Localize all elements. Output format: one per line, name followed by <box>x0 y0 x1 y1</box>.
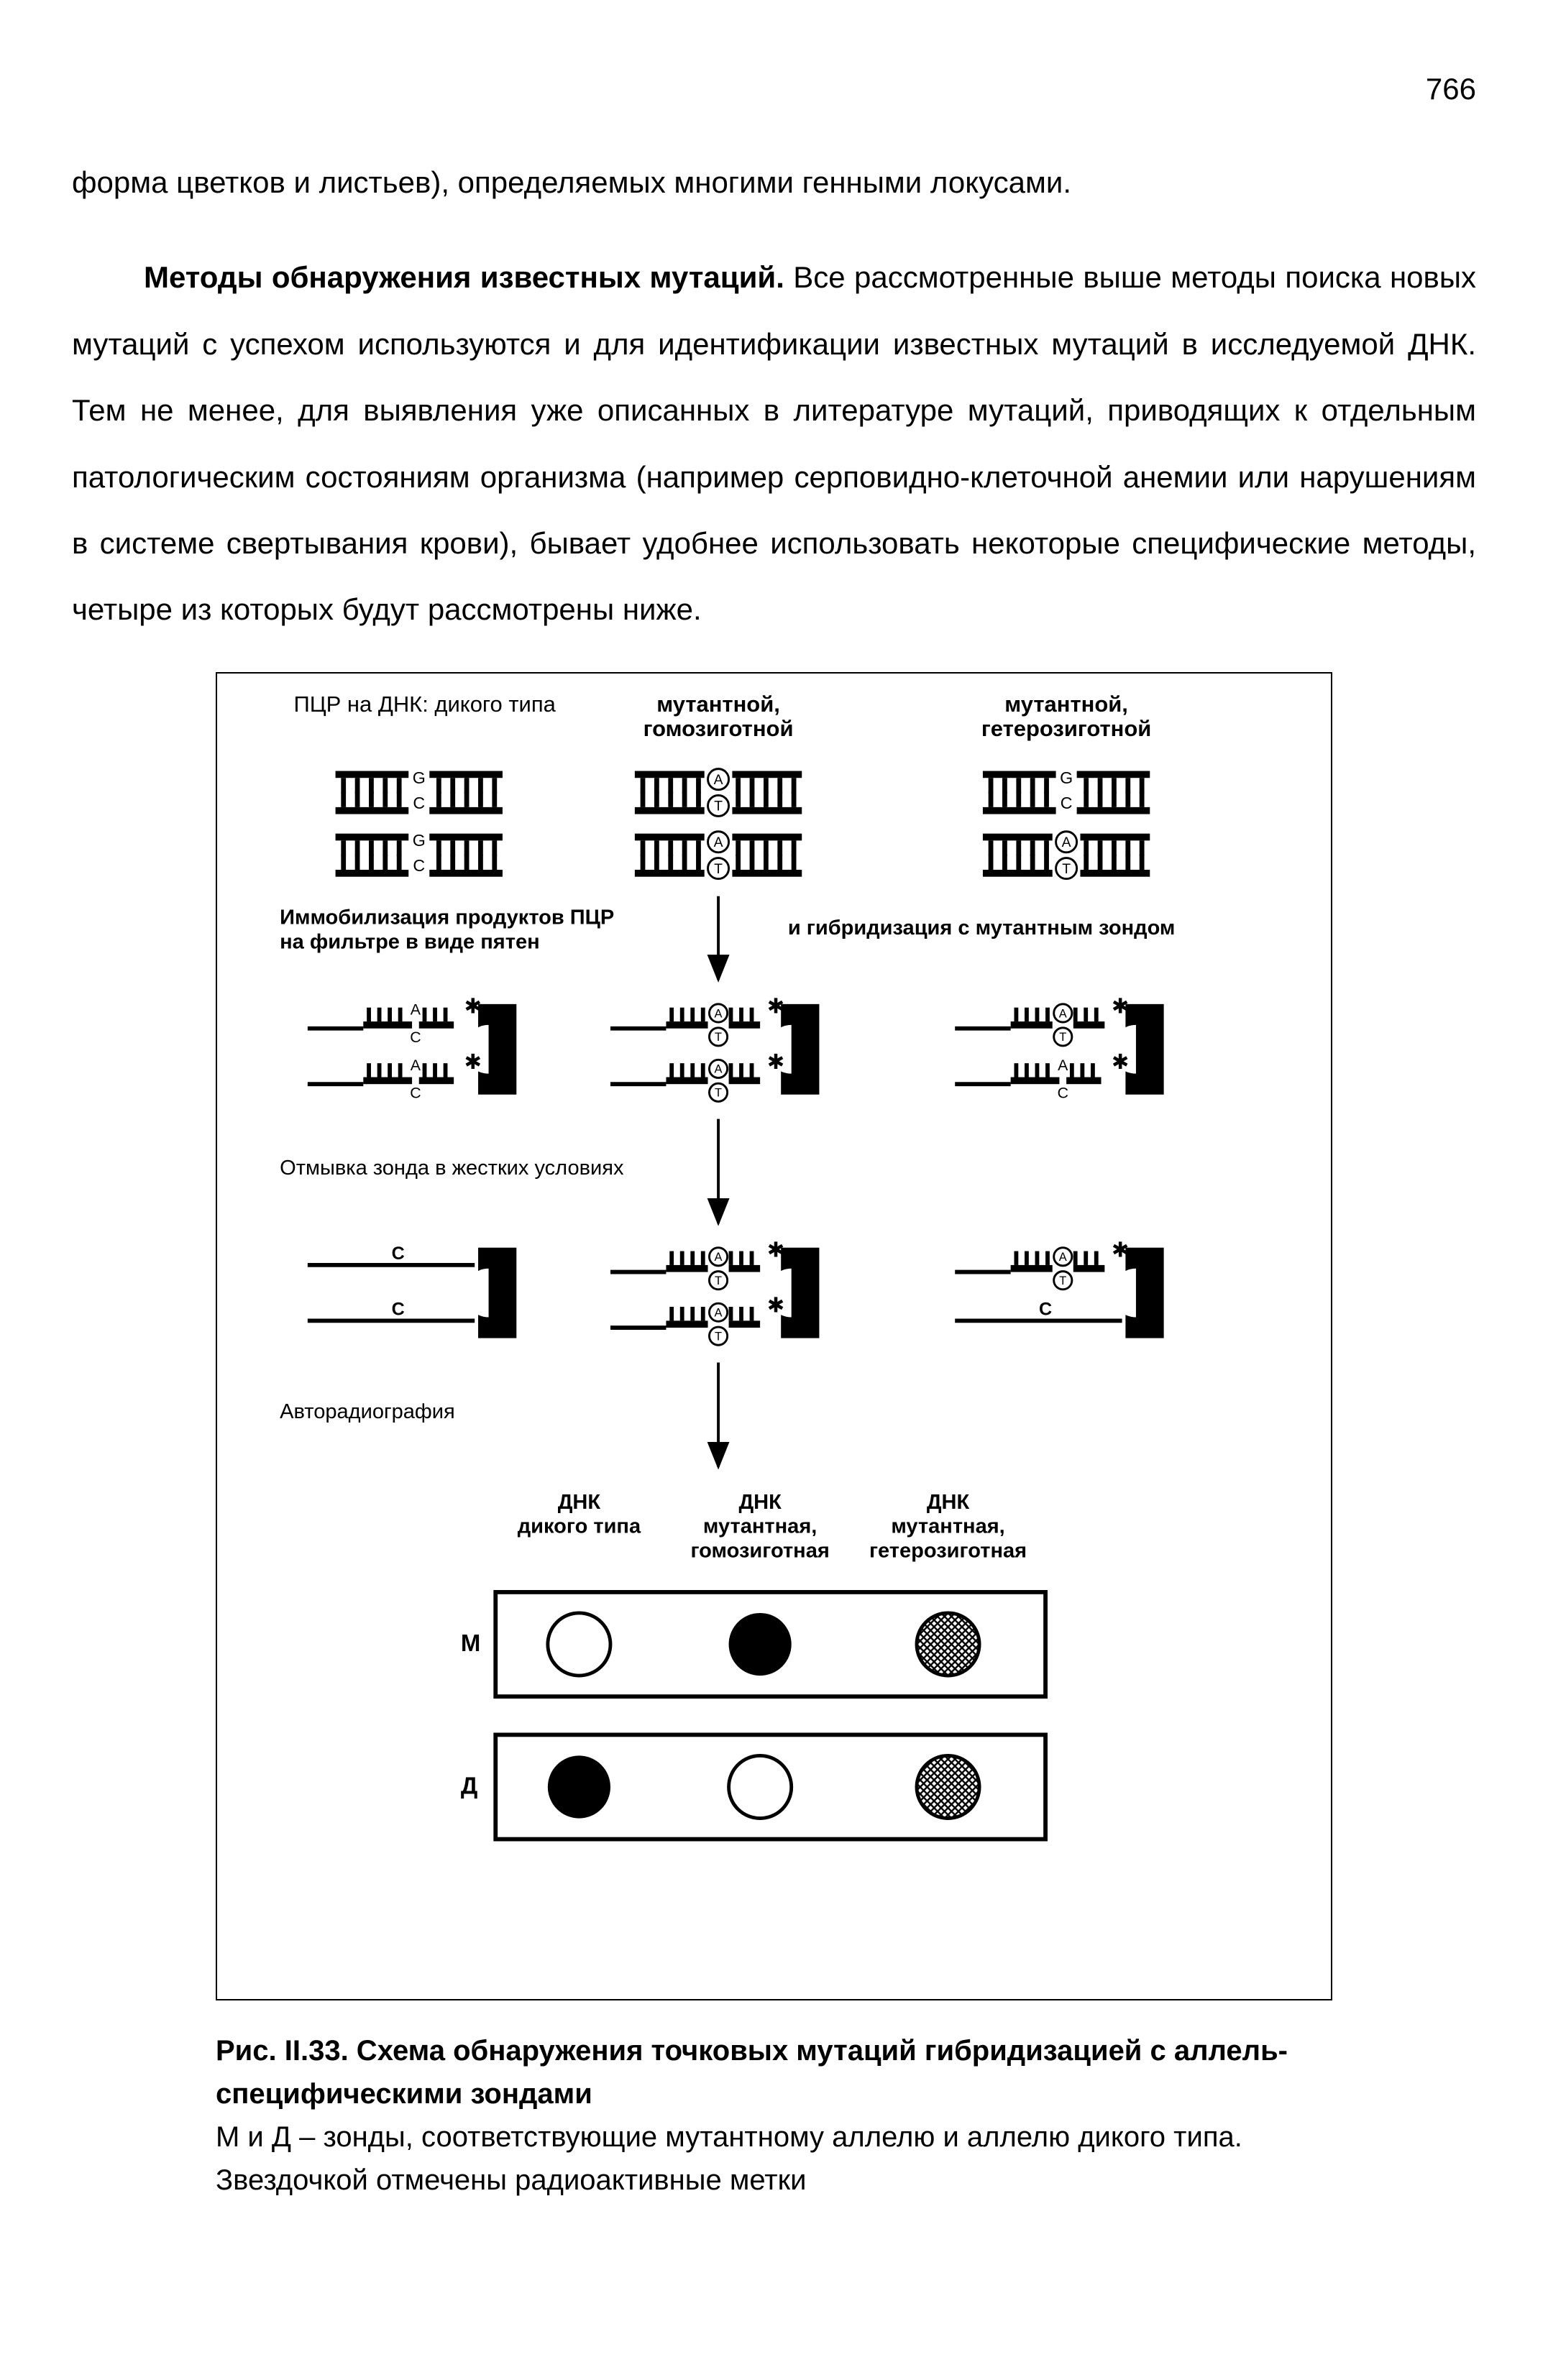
fig-step2-left2: на фильтре в виде пятен <box>280 930 540 953</box>
svg-text:✱: ✱ <box>464 1051 482 1074</box>
svg-text:G: G <box>413 831 426 850</box>
svg-text:T: T <box>715 1086 722 1099</box>
result-col-labels: ДНК дикого типа ДНК мутантная, гомозигот… <box>518 1490 1027 1562</box>
svg-text:C: C <box>413 856 425 875</box>
figure-svg: ПЦР на ДНК: дикого типа мутантной, гомоз… <box>217 674 1331 1995</box>
svg-text:T: T <box>715 1031 722 1044</box>
paragraph-1: форма цветков и листьев), определяемых м… <box>72 150 1476 216</box>
caption-title: Рис. II.33. Схема обнаружения точковых м… <box>216 2029 1332 2115</box>
fig-step2-right: и гибридизация с мутантным зондом <box>788 916 1176 939</box>
svg-text:C: C <box>413 794 425 812</box>
svg-text:C: C <box>1039 1299 1052 1319</box>
svg-text:T: T <box>715 1274 722 1287</box>
svg-text:A: A <box>714 772 723 788</box>
svg-text:C: C <box>392 1244 405 1264</box>
dot-d-homo <box>729 1755 792 1818</box>
fig-header-col3-l1: мутантной, <box>1004 692 1128 717</box>
svg-text:A: A <box>1059 1007 1067 1020</box>
svg-text:мутантная,: мутантная, <box>891 1515 1004 1538</box>
dot-d-het <box>917 1755 979 1818</box>
filter-mut-homo: A ✱ T A ✱ T <box>610 995 819 1101</box>
filter-mut-het: A ✱ T A ✱ C <box>955 995 1163 1101</box>
svg-text:✱: ✱ <box>767 1294 784 1317</box>
svg-text:ДНК: ДНК <box>738 1490 782 1513</box>
fig-step2-left: Иммобилизация продуктов ПЦР <box>280 906 614 929</box>
paragraph-2-body: Все рассмотренные выше методы поиска нов… <box>72 260 1476 626</box>
svg-text:C: C <box>1058 1084 1068 1101</box>
svg-text:✱: ✱ <box>767 1051 784 1074</box>
svg-text:T: T <box>1059 1031 1066 1044</box>
svg-text:T: T <box>1062 861 1071 877</box>
svg-text:A: A <box>1058 1057 1068 1074</box>
svg-text:T: T <box>715 1330 722 1343</box>
figure-schematic: ПЦР на ДНК: дикого типа мутантной, гомоз… <box>216 672 1332 2000</box>
svg-text:A: A <box>715 1007 723 1020</box>
svg-text:T: T <box>1059 1274 1066 1287</box>
svg-text:A: A <box>411 1001 421 1018</box>
wash-mut-het: A ✱ T C <box>955 1239 1163 1338</box>
svg-text:A: A <box>1059 1251 1067 1264</box>
svg-text:A: A <box>715 1251 723 1264</box>
dna-mut-het-1: G C A T <box>983 768 1150 879</box>
row-m-label: М <box>461 1630 480 1656</box>
fig-header-col2-l2: гомозиготной <box>644 716 794 741</box>
row-d-label: Д <box>461 1772 477 1798</box>
paragraph-2: Методы обнаружения известных мутаций. Вс… <box>72 244 1476 643</box>
svg-text:ДНК: ДНК <box>558 1490 601 1513</box>
svg-text:A: A <box>715 1306 723 1319</box>
dot-m-het <box>917 1613 979 1676</box>
caption-body: М и Д – зонды, соответствующие мутантном… <box>216 2115 1332 2202</box>
fig-step3: Отмывка зонда в жестких условиях <box>280 1157 624 1180</box>
page-number: 766 <box>72 72 1476 106</box>
wash-mut-homo: A ✱ T A ✱ T <box>610 1239 819 1345</box>
figure-caption: Рис. II.33. Схема обнаружения точковых м… <box>216 2029 1332 2202</box>
dot-m-wild <box>548 1613 610 1676</box>
filter-wild: A ✱ C A ✱ C <box>308 995 516 1101</box>
svg-text:T: T <box>714 798 723 814</box>
wash-wild: C C <box>308 1244 516 1338</box>
svg-text:A: A <box>714 835 723 850</box>
svg-text:дикого типа: дикого типа <box>518 1515 641 1538</box>
svg-text:гетерозиготная: гетерозиготная <box>869 1539 1027 1562</box>
svg-text:A: A <box>411 1057 421 1074</box>
fig-step4: Авторадиография <box>280 1400 455 1423</box>
svg-text:A: A <box>1062 835 1071 850</box>
svg-text:✱: ✱ <box>1112 1051 1129 1074</box>
svg-text:ДНК: ДНК <box>927 1490 970 1513</box>
svg-text:мутантная,: мутантная, <box>703 1515 817 1538</box>
svg-text:A: A <box>715 1062 723 1075</box>
svg-text:G: G <box>1060 768 1073 787</box>
dna-mut-homo-1: A T A T <box>635 768 802 878</box>
svg-text:C: C <box>410 1084 421 1101</box>
dot-m-homo <box>729 1613 792 1676</box>
svg-text:C: C <box>392 1299 405 1319</box>
svg-text:T: T <box>714 861 723 877</box>
svg-text:C: C <box>410 1029 421 1046</box>
svg-text:G: G <box>413 768 426 787</box>
fig-header-col3-l2: гетерозиготной <box>981 716 1151 741</box>
fig-header-col1: ПЦР на ДНК: дикого типа <box>293 692 556 717</box>
dna-wild-1: G C G C <box>336 768 503 877</box>
dot-d-wild <box>548 1755 610 1818</box>
paragraph-2-heading: Методы обнаружения известных мутаций. <box>144 260 784 294</box>
svg-text:гомозиготная: гомозиготная <box>690 1539 829 1562</box>
fig-header-col2-l1: мутантной, <box>656 692 780 717</box>
svg-text:C: C <box>1061 794 1073 812</box>
